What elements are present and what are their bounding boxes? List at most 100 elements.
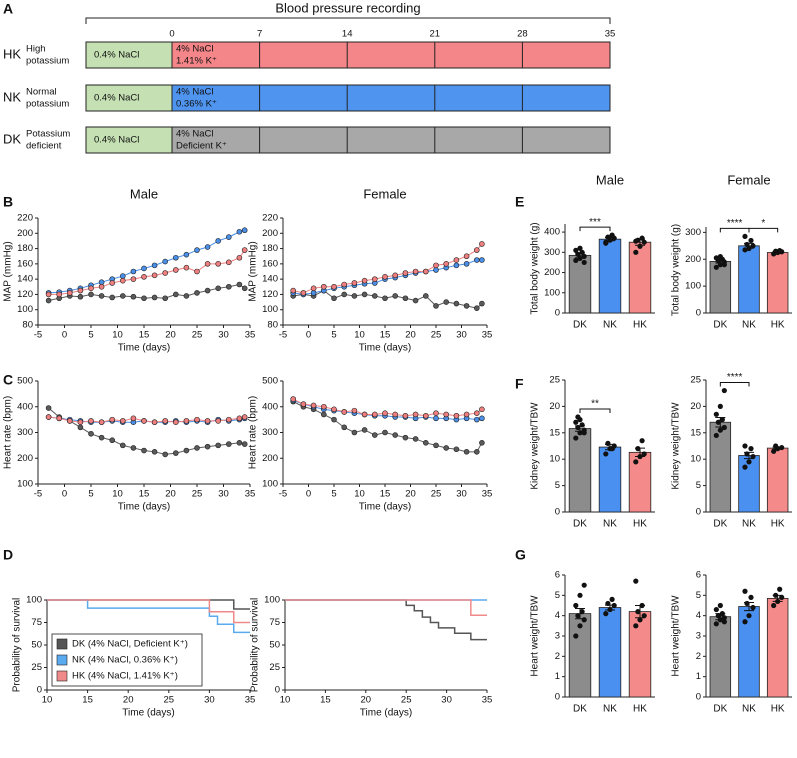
data-point (463, 303, 470, 309)
data-point (45, 291, 52, 298)
data-point (473, 410, 480, 416)
data-point (721, 387, 727, 394)
data-point (603, 240, 609, 246)
data-point (215, 261, 221, 267)
data-point (320, 403, 327, 410)
x-tick-label: 30 (456, 330, 467, 341)
group-label: HK (3, 46, 21, 61)
legend-swatch (56, 670, 68, 682)
data-point (341, 291, 348, 298)
data-point (341, 424, 348, 431)
data-point (204, 261, 211, 267)
data-point (422, 412, 429, 419)
y-tick-label: 100 (685, 281, 701, 292)
data-point (45, 405, 52, 411)
y-tick-label: 100 (17, 479, 33, 490)
y-tick-label: 200 (685, 254, 701, 265)
y-tick-label: 80 (267, 320, 278, 331)
legend-swatch (56, 638, 68, 650)
x-tick-label: 25 (192, 330, 203, 341)
error-bar (635, 605, 645, 619)
y-tick-label: 10 (690, 454, 701, 465)
data-point (120, 277, 126, 284)
group-description: deficient (26, 141, 62, 152)
data-point (579, 249, 585, 255)
data-point (183, 293, 190, 299)
legend-label: HK (4% NaCl, 1.41% K⁺) (72, 671, 178, 682)
data-point (56, 291, 63, 298)
y-tick-label: 0 (37, 685, 42, 696)
x-tick-label: 20 (123, 695, 134, 706)
baseline-box (85, 41, 173, 69)
error-bar (575, 425, 585, 432)
significance-bracket (748, 227, 779, 233)
y-tick-label: 4 (696, 610, 701, 621)
y-axis-title: Heart weight/TBW (530, 595, 541, 677)
error-bar (605, 604, 615, 611)
data-point (637, 617, 643, 623)
data-point (453, 412, 460, 419)
baseline-label: 0.4% NaCl (94, 93, 139, 104)
x-tick-label: 30 (441, 695, 452, 706)
bar (766, 252, 789, 314)
data-point (226, 283, 232, 290)
data-point (120, 273, 126, 279)
x-tick-label: 20 (165, 489, 176, 500)
y-tick-label: 100 (262, 304, 278, 315)
data-point (382, 274, 388, 280)
data-point (77, 419, 84, 426)
data-point (241, 441, 248, 447)
data-point (241, 414, 248, 420)
data-point (226, 441, 232, 447)
data-point (641, 239, 647, 245)
group-label: NK (3, 89, 21, 104)
y-tick-label: 500 (17, 376, 33, 387)
data-point (162, 258, 168, 265)
x-tick-label: 35 (482, 489, 493, 500)
data-point (371, 411, 378, 418)
series-line (48, 229, 245, 294)
x-tick-label: 5 (88, 330, 93, 341)
data-point (433, 303, 439, 309)
data-point (120, 442, 126, 449)
data-point (151, 294, 158, 301)
y-tick-label: 160 (262, 258, 278, 269)
y-tick-label: 50 (31, 640, 42, 651)
x-tick-label: 10 (112, 489, 123, 500)
data-point (641, 613, 647, 619)
data-point (130, 268, 137, 275)
data-point (779, 594, 785, 600)
chart-title: Female (363, 186, 406, 201)
data-point (173, 419, 179, 426)
x-tick-label: 15 (380, 489, 391, 500)
diet-box (171, 84, 611, 112)
data-point (290, 287, 297, 294)
x-tick-label: 35 (482, 330, 493, 341)
panel-label: A (3, 1, 13, 17)
x-tick-label: HK (633, 320, 647, 331)
significance-label: *** (589, 217, 601, 228)
y-tick-label: 200 (262, 453, 278, 464)
data-point (742, 233, 748, 240)
chart-title: Male (596, 172, 624, 187)
y-tick-label: 100 (544, 287, 560, 298)
data-point (141, 265, 147, 272)
data-point (742, 464, 748, 470)
data-point (361, 411, 368, 418)
data-point (575, 414, 581, 420)
y-tick-label: 1 (555, 671, 560, 682)
data-point (573, 419, 579, 425)
data-point (162, 451, 168, 458)
y-tick-label: 200 (17, 453, 33, 464)
y-axis-title: Total body weight (g) (671, 224, 682, 316)
data-point (109, 416, 115, 423)
data-point (204, 418, 211, 424)
y-tick-label: 400 (262, 401, 278, 412)
group-description: Potassium (26, 129, 70, 140)
x-tick-label: 25 (192, 489, 203, 500)
data-point (717, 427, 723, 433)
data-point (236, 254, 243, 261)
y-tick-label: 25 (549, 375, 560, 386)
data-point (463, 261, 470, 267)
x-tick-label: 0 (306, 489, 311, 500)
